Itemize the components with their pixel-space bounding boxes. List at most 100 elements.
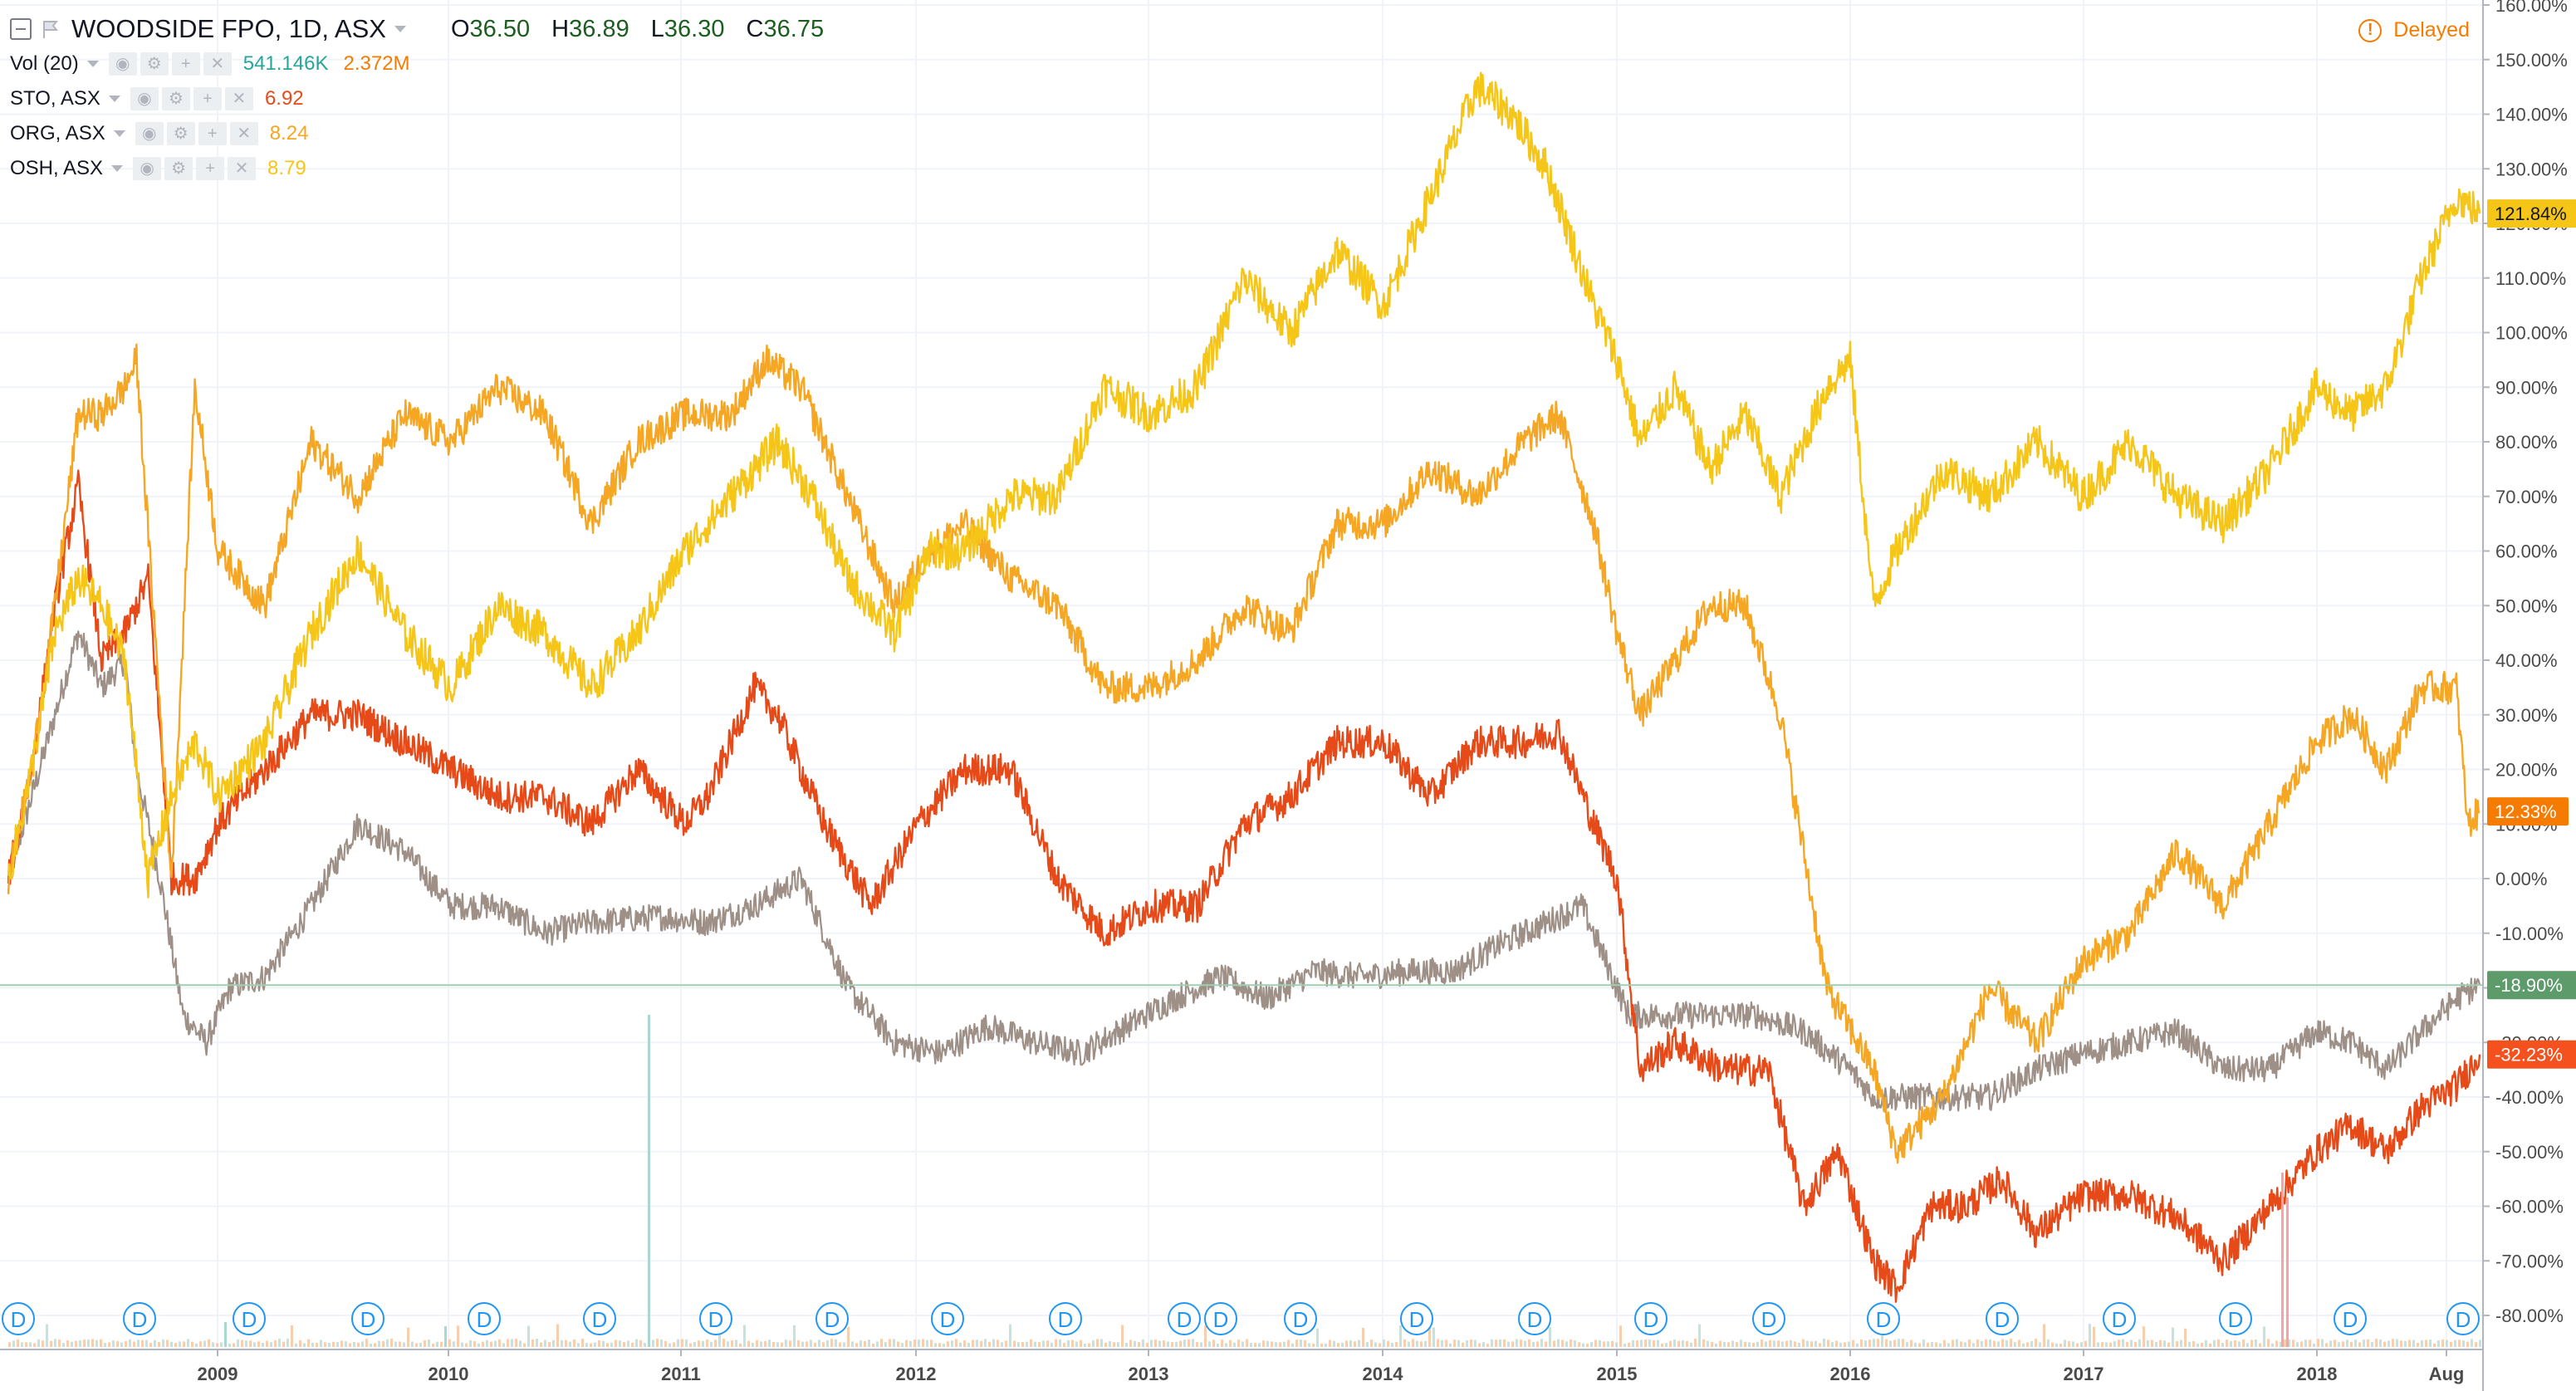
volume-bar [677, 1339, 679, 1347]
volume-bar [2118, 1340, 2120, 1347]
volume-bar [1449, 1343, 1452, 1347]
volume-bar [1050, 1342, 1053, 1347]
dividend-marker[interactable] [1168, 1302, 1201, 1335]
close-icon[interactable]: ✕ [228, 157, 257, 180]
indicator-name[interactable]: STO, ASX [10, 87, 100, 110]
volume-bar [1262, 1340, 1265, 1347]
volume-bar [2458, 1340, 2461, 1347]
series-line-osh-asx[interactable] [7, 71, 2481, 899]
gear-icon[interactable]: ⚙ [166, 122, 195, 145]
series-line-woodside-fpo[interactable] [7, 630, 2481, 1112]
dividend-marker[interactable] [2446, 1302, 2480, 1335]
volume-bar [46, 1324, 48, 1347]
dividend-marker[interactable] [1752, 1302, 1785, 1335]
gear-icon[interactable]: ⚙ [161, 87, 190, 110]
volume-bar [1756, 1341, 1759, 1347]
dividend-marker[interactable] [1634, 1302, 1668, 1335]
volume-bar [1470, 1340, 1472, 1347]
volume-bar [461, 1342, 463, 1347]
symbol-title[interactable]: WOODSIDE FPO, 1D, ASX [71, 14, 386, 43]
dividend-marker[interactable] [815, 1302, 849, 1335]
close-icon[interactable]: ✕ [224, 87, 253, 110]
dividend-marker[interactable] [2, 1302, 35, 1335]
indicator-name[interactable]: Vol (20) [10, 52, 79, 75]
close-icon[interactable]: ✕ [203, 52, 232, 76]
eye-icon[interactable]: ◉ [130, 87, 159, 110]
chevron-down-icon[interactable] [394, 26, 406, 32]
dividend-marker[interactable] [1867, 1302, 1900, 1335]
volume-bar [851, 1341, 854, 1347]
volume-bar [2018, 1340, 2020, 1347]
dividend-marker[interactable] [2103, 1302, 2136, 1335]
chevron-down-icon[interactable] [108, 96, 120, 102]
plus-icon[interactable]: + [171, 52, 200, 76]
dividend-marker[interactable] [468, 1302, 501, 1335]
volume-bar [2367, 1339, 2369, 1347]
volume-bar [1873, 1339, 1875, 1347]
volume-bar [1570, 1339, 1572, 1347]
plus-icon[interactable]: + [198, 122, 227, 145]
dividend-marker[interactable] [1204, 1302, 1237, 1335]
eye-icon[interactable]: ◉ [108, 52, 137, 76]
chevron-down-icon[interactable] [113, 130, 125, 137]
volume-bar [943, 1343, 945, 1347]
volume-bar [806, 1341, 808, 1347]
volume-bar [1038, 1342, 1041, 1347]
indicator-value: 8.79 [267, 157, 306, 179]
volume-bar [1877, 1339, 1879, 1347]
chevron-down-icon[interactable] [86, 61, 99, 67]
dividend-marker[interactable] [1284, 1302, 1317, 1335]
volume-bar [681, 1339, 683, 1347]
series-line-org-asx[interactable] [7, 343, 2481, 1164]
volume-bar [1968, 1340, 1971, 1347]
volume-bar [1370, 1340, 1373, 1347]
volume-bar [1250, 1343, 1252, 1347]
volume-bar [465, 1343, 468, 1347]
eye-icon[interactable]: ◉ [135, 122, 164, 145]
y-tick-label: 90.00% [2495, 377, 2558, 398]
volume-bar [1814, 1340, 1817, 1347]
collapse-icon[interactable] [10, 18, 32, 40]
dividend-marker[interactable] [931, 1302, 964, 1335]
dividend-marker[interactable] [1986, 1302, 2019, 1335]
x-tick-label: 2010 [429, 1364, 469, 1384]
volume-bar [984, 1339, 987, 1347]
volume-bar [1761, 1340, 1763, 1347]
dividend-marker[interactable] [2219, 1302, 2252, 1335]
volume-bar [2039, 1342, 2041, 1347]
eye-icon[interactable]: ◉ [133, 157, 162, 180]
gear-icon[interactable]: ⚙ [164, 157, 193, 180]
dividend-marker[interactable] [1400, 1302, 1433, 1335]
volume-bar [1852, 1340, 1854, 1347]
indicator-name[interactable]: ORG, ASX [10, 122, 105, 144]
indicator-name[interactable]: OSH, ASX [10, 157, 104, 179]
dividend-marker[interactable] [123, 1302, 156, 1335]
ohlc-close-label: C [746, 15, 764, 42]
delayed-badge[interactable]: ! Delayed [2358, 18, 2470, 42]
dividend-marker[interactable] [583, 1302, 616, 1335]
close-icon[interactable]: ✕ [229, 122, 258, 145]
dividend-marker[interactable] [233, 1302, 266, 1335]
chevron-down-icon[interactable] [111, 165, 124, 172]
plus-icon[interactable]: + [193, 87, 222, 110]
dividend-marker[interactable] [1049, 1302, 1082, 1335]
gear-icon[interactable]: ⚙ [140, 52, 169, 76]
dividend-marker[interactable] [351, 1302, 384, 1335]
volume-bar [897, 1341, 899, 1347]
volume-bar [307, 1339, 310, 1347]
plus-icon[interactable]: + [196, 157, 225, 180]
volume-bar [1337, 1343, 1339, 1347]
volume-bar [1225, 1343, 1227, 1347]
volume-bar [2180, 1340, 2182, 1347]
dividend-marker[interactable] [2334, 1302, 2367, 1335]
dividend-marker[interactable] [1518, 1302, 1551, 1335]
volume-bar [1956, 1339, 1958, 1347]
volume-bar [1325, 1343, 1327, 1347]
series-line-sto-asx[interactable] [7, 469, 2481, 1303]
volume-bar [100, 1339, 102, 1347]
flag-icon[interactable] [42, 19, 60, 39]
dividend-marker[interactable] [699, 1302, 732, 1335]
volume-bar [1158, 1340, 1161, 1347]
